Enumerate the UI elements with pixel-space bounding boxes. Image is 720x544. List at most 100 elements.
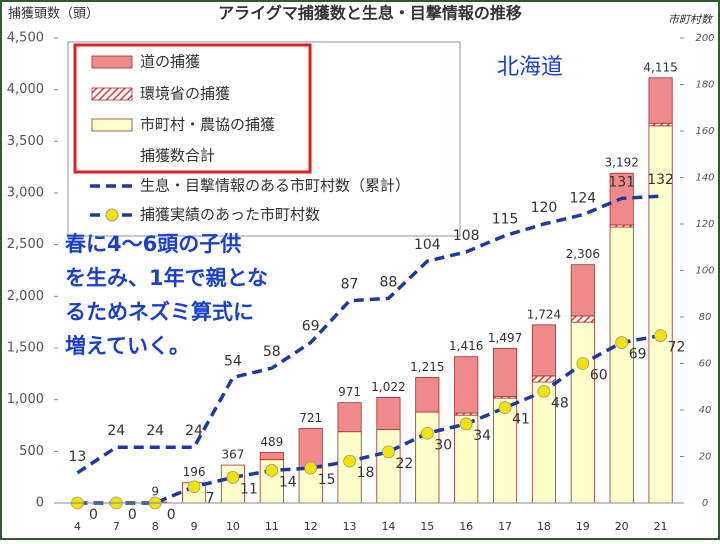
x-tick-label: 19 [576,520,590,533]
line-marker [537,384,551,398]
line-marker [459,417,473,431]
bar-segment [531,375,557,383]
line-value-label: 54 [224,353,242,369]
line-marker [304,461,318,475]
y-tick-label: 4,500 [7,31,44,46]
legend-box [67,41,461,237]
x-tick-label: 16 [459,520,473,533]
y2-tick-label: 100 [695,266,714,277]
total-label: 3,192 [605,156,639,170]
line-value-label: 14 [279,474,297,490]
bar-segment [415,377,440,413]
x-tick-label: 8 [152,520,159,533]
line-marker [576,357,590,370]
bar-segment [609,226,634,504]
line-value-label: 22 [396,456,414,472]
line-value-label: 30 [434,437,452,453]
line-value-label: 60 [590,368,608,384]
y2-tick-label: 200 [695,33,714,44]
y-tick-label: 500 [19,444,44,459]
y-tick-label: 2,500 [7,237,44,252]
total-label: 971 [338,385,361,399]
line [76,194,661,475]
x-tick-label: 4 [74,520,81,533]
y-tick-label: 2,000 [7,289,44,304]
chart-title: アライグマ捕獲数と生息・目撃情報の推移 [218,4,522,23]
y2-tick-label: 140 [695,173,714,184]
line-value-label: 7 [206,491,215,507]
total-label: 1,724 [527,307,561,321]
line-value-label: 13 [69,449,87,465]
legend-label: 捕獲実績のあった市町村数 [140,206,320,224]
line-value-label: 120 [531,200,558,216]
line-value-label: 115 [492,212,519,228]
annotation-line: を生み、1年で親とな [65,266,268,290]
line-value-label: 131 [608,174,635,190]
total-label: 721 [299,411,322,425]
line-value-label: 0 [167,507,176,523]
x-tick-label: 12 [304,520,318,533]
x-tick-label: 20 [615,520,629,533]
line-value-label: 88 [380,274,398,290]
x-tick-label: 21 [654,520,668,533]
y2-tick-label: 60 [699,359,712,370]
x-tick-label: 7 [113,520,120,533]
total-label: 1,022 [371,380,405,394]
x-tick-label: 14 [381,520,395,533]
bar-segment [454,356,479,414]
y2-tick-label: 180 [695,80,714,91]
annotation-line: 増えていく。 [65,334,190,358]
total-label: 1,416 [449,339,483,353]
line-value-label: 0 [89,507,98,523]
total-label: 196 [183,465,206,479]
annotation-line: るためネズミ算式に [65,300,254,324]
total-label: 1,215 [410,360,444,374]
region-label: 北海道 [497,55,563,80]
bar-segment [648,77,673,124]
x-tick-label: 11 [265,520,279,533]
total-label: 489 [260,435,283,449]
bar-segment [570,315,595,323]
legend-marker [105,208,119,222]
y2-tick-label: 80 [699,312,712,323]
x-tick-label: 9 [191,520,198,533]
line-value-label: 72 [668,340,686,356]
line-marker [382,445,395,459]
bar-segment [415,411,440,504]
line-marker [343,454,356,468]
line-value-label: 69 [302,319,320,335]
bar-segment [259,452,284,461]
y2-axis-label: 市町村数 [668,13,714,26]
legend-label: 道の捕獲 [140,53,200,71]
line-marker [498,401,512,415]
total-label: 4,115 [643,60,677,74]
line-value-label: 24 [107,423,125,439]
total-label: 2,306 [566,247,600,261]
line-value-label: 104 [414,237,441,253]
line-value-label: 0 [128,507,137,523]
line-value-label: 124 [569,191,596,207]
line-marker [654,329,667,343]
line-marker [420,426,434,440]
plot [71,77,673,510]
y-tick-label: 1,500 [7,341,44,356]
legend-label: 生息・目撃情報のある市町村数（累計） [140,177,410,195]
x-tick-label: 13 [343,520,357,533]
legend-swatch [91,55,133,69]
legend-swatch [91,87,133,101]
total-label: 367 [221,448,244,462]
y2-tick-label: 20 [699,452,712,463]
line-value-label: 11 [240,481,258,497]
line-value-label: 69 [629,347,647,363]
y-tick-label: 0 [36,496,44,511]
legend-label: 捕獲数合計 [140,147,215,165]
line-marker [265,464,279,477]
legend-highlight [73,43,312,174]
line-marker [226,471,240,484]
y2-tick-label: 160 [695,126,714,137]
line-value-label: 24 [146,423,164,439]
x-tick-label: 18 [537,520,551,533]
bar-segment [492,347,518,397]
